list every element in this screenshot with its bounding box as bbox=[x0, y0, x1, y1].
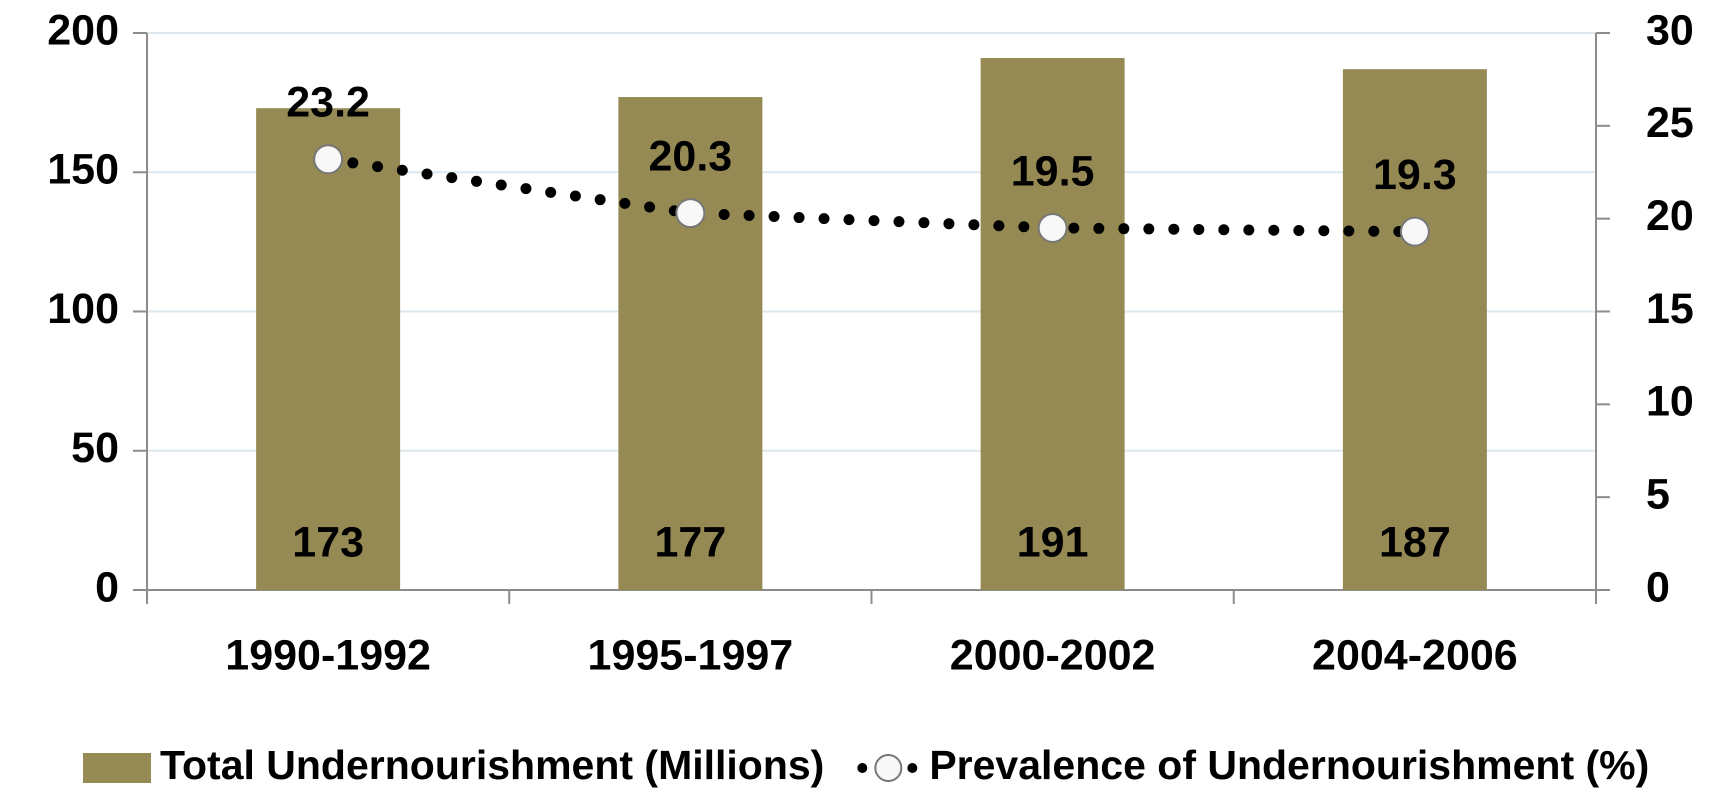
y-tick-label: 150 bbox=[47, 146, 119, 194]
y2-tick-label: 0 bbox=[1646, 563, 1670, 611]
bar-value-label: 191 bbox=[1017, 518, 1089, 566]
legend-label: Total Undernourishment (Millions) bbox=[160, 742, 824, 788]
y2-tick-label: 20 bbox=[1646, 192, 1694, 240]
x-tick-label: 1990-1992 bbox=[225, 631, 431, 679]
line-value-label: 23.2 bbox=[286, 79, 370, 127]
bar-value-label: 187 bbox=[1379, 518, 1451, 566]
line-value-label: 19.3 bbox=[1373, 151, 1457, 199]
y2-tick-label: 15 bbox=[1646, 285, 1694, 333]
x-tick-label: 2004-2006 bbox=[1312, 631, 1518, 679]
y-tick-label: 50 bbox=[71, 424, 119, 472]
y2-tick-label: 25 bbox=[1646, 99, 1694, 147]
legend-label: Prevalence of Undernourishment (%) bbox=[929, 742, 1649, 788]
bar bbox=[618, 97, 763, 591]
legend-marker bbox=[874, 754, 903, 782]
bar bbox=[1342, 69, 1487, 590]
line-marker bbox=[1037, 212, 1068, 243]
y-tick-label: 100 bbox=[47, 285, 119, 333]
line-marker bbox=[1399, 216, 1430, 247]
bar bbox=[980, 58, 1125, 590]
line-value-label: 19.5 bbox=[1011, 147, 1095, 195]
x-tick-label: 2000-2002 bbox=[950, 631, 1156, 679]
bar bbox=[256, 108, 401, 590]
y2-tick-label: 10 bbox=[1646, 378, 1694, 426]
line bbox=[322, 153, 1421, 238]
line-marker bbox=[313, 144, 344, 175]
x-tick-label: 1995-1997 bbox=[588, 631, 794, 679]
y-tick-label: 0 bbox=[95, 563, 119, 611]
bar-value-label: 173 bbox=[292, 518, 364, 566]
legend-dot bbox=[857, 763, 868, 773]
line-marker bbox=[675, 198, 706, 229]
legend-swatch bbox=[83, 753, 151, 783]
bar-value-label: 177 bbox=[655, 518, 727, 566]
y2-tick-label: 5 bbox=[1646, 471, 1670, 519]
y2-tick-label: 30 bbox=[1646, 6, 1694, 54]
line-value-label: 20.3 bbox=[649, 132, 733, 180]
y-tick-label: 200 bbox=[47, 6, 119, 54]
legend-dot bbox=[907, 763, 918, 773]
